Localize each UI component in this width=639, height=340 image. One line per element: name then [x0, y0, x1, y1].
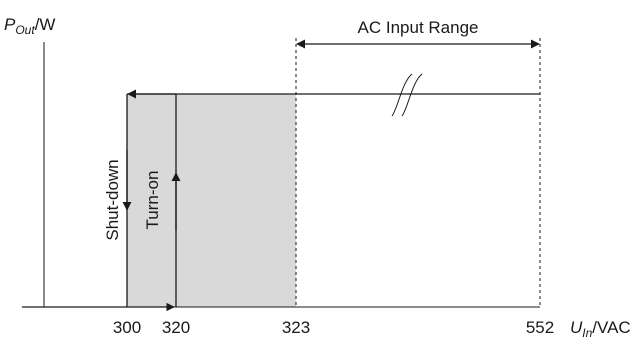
shutdown-label: Shut-down	[103, 159, 122, 240]
axis-break-mark	[391, 73, 423, 117]
x-axis-symbol: U	[570, 318, 583, 337]
tick-label-320: 320	[162, 318, 190, 337]
x-axis-unit: /VAC	[592, 318, 630, 337]
below-range-region	[127, 94, 296, 307]
y-axis-unit: /W	[35, 15, 56, 34]
x-axis-subscript: In	[582, 326, 592, 340]
y-axis-label: POut/W	[4, 15, 55, 37]
y-axis-subscript: Out	[15, 23, 35, 37]
y-axis-symbol: P	[4, 15, 16, 34]
tick-label-300: 300	[113, 318, 141, 337]
tick-label-552: 552	[526, 318, 554, 337]
range-label: AC Input Range	[358, 18, 479, 37]
tick-label-323: 323	[282, 318, 310, 337]
turnon-label: Turn-on	[143, 171, 162, 230]
x-axis-label: UIn/VAC	[570, 318, 631, 340]
